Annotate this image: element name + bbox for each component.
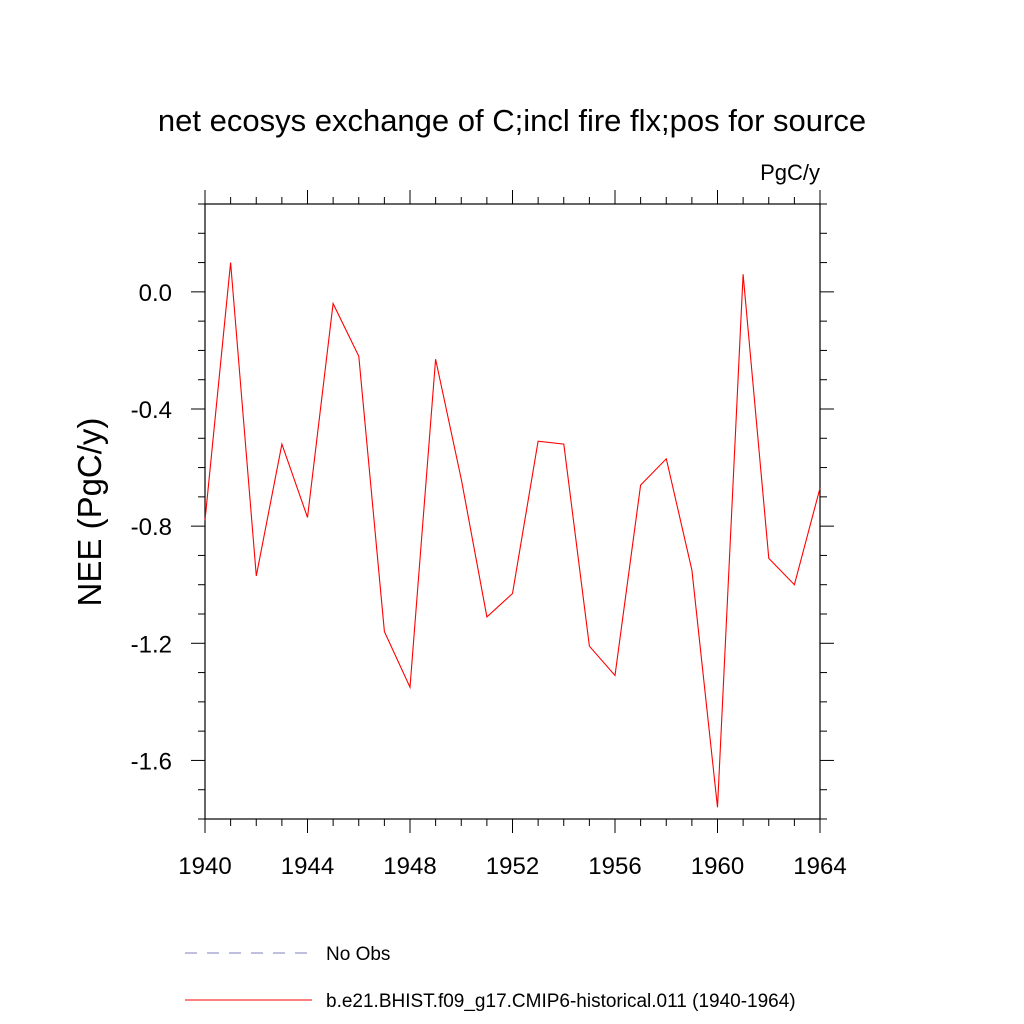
- plot-frame: [204, 203, 821, 820]
- x-tick-label: 1960: [691, 853, 744, 880]
- y-tick-label: 0.0: [139, 280, 172, 307]
- y-tick-label: -0.8: [131, 514, 172, 541]
- x-tick-label: 1940: [178, 853, 231, 880]
- y-tick-label: -0.4: [131, 397, 172, 424]
- chart-title: net ecosys exchange of C;incl fire flx;p…: [158, 103, 866, 138]
- x-tick-label: 1964: [793, 853, 846, 880]
- legend-label: b.e21.BHIST.f09_g17.CMIP6-historical.011…: [326, 991, 796, 1012]
- series-line: [204, 262, 821, 808]
- series-layer: [204, 262, 821, 808]
- axes: 1940 1944 1948 1952 1956 1960 1964 0.0 -0.4 -0.8 -…: [131, 190, 847, 880]
- x-tick-label: 1956: [588, 853, 641, 880]
- x-tick-label: 1944: [281, 853, 334, 880]
- units-label: PgC/y: [760, 160, 820, 185]
- legend-label: No Obs: [326, 944, 390, 965]
- x-tick-label: 1948: [383, 853, 436, 880]
- y-tick-label: -1.2: [131, 631, 172, 658]
- x-tick-label: 1952: [486, 853, 539, 880]
- legend: No Obs b.e21.BHIST.f09_g17.CMIP6-historic…: [185, 944, 796, 1012]
- y-axis-label: NEE (PgC/y): [71, 418, 108, 607]
- y-tick-label: -1.6: [131, 748, 172, 775]
